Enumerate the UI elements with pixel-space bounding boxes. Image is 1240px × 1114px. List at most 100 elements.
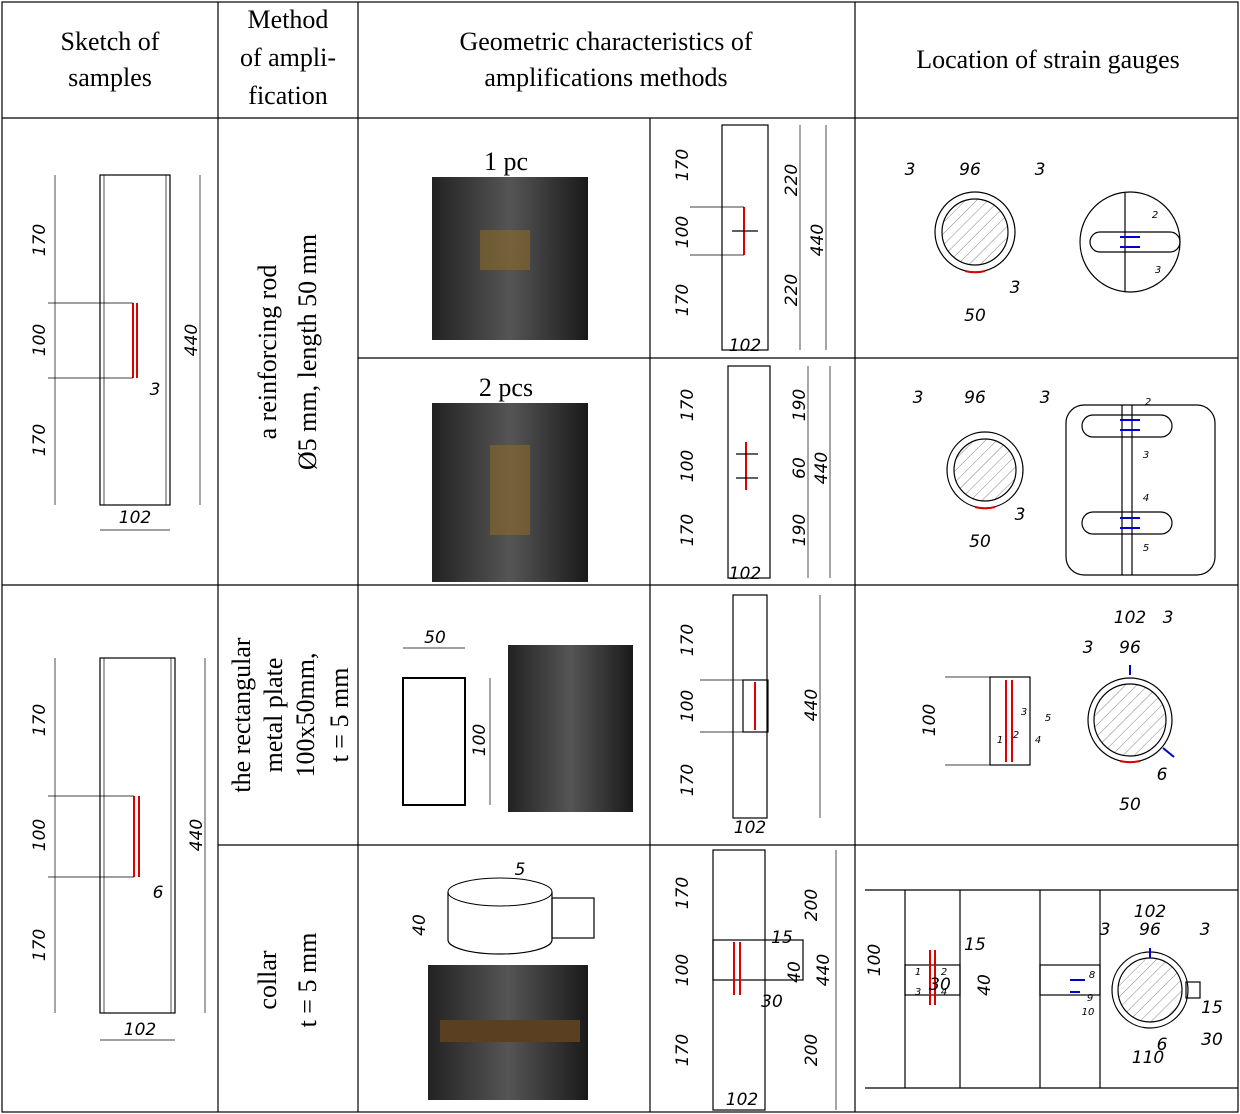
dimension-label: 102	[729, 336, 761, 356]
method-text: 100x50mm,	[291, 653, 320, 778]
method-text: t = 5 mm	[293, 933, 322, 1028]
header-text: Sketch of	[61, 27, 160, 56]
dimension-label: 2	[1152, 210, 1158, 221]
dimension-label: 3	[150, 380, 161, 400]
dimension-label: 170	[673, 1034, 693, 1066]
dimension-label: 440	[814, 954, 834, 986]
dimension-label: 6	[1157, 765, 1168, 785]
dimension-label: 9	[1087, 993, 1093, 1004]
dimension-label: 3	[1083, 638, 1094, 658]
dimension-label: 100	[678, 690, 698, 722]
dimension-label: 4	[1143, 493, 1149, 504]
dimension-label: 170	[678, 389, 698, 421]
dimension-label: 1	[915, 967, 921, 978]
header-text: of ampli-	[240, 43, 336, 72]
dimension-label: 440	[187, 819, 207, 851]
dimension-label: 96	[1119, 638, 1141, 658]
dimension-label: 40	[785, 961, 805, 983]
dimension-label: 40	[975, 974, 995, 996]
header-text: amplifications methods	[484, 63, 727, 92]
dimension-label: 170	[30, 424, 50, 456]
dimension-label: 3	[1015, 505, 1026, 525]
dimension-label: 3	[913, 388, 924, 408]
dimension-label: 30	[761, 992, 783, 1012]
dimension-label: 2	[1145, 397, 1151, 408]
dimension-label: 170	[678, 624, 698, 656]
method-text: t = 5 mm	[325, 668, 354, 763]
dimension-label: 3	[1021, 707, 1027, 718]
dimension-label: 5	[515, 860, 526, 880]
dimension-label: 102	[1134, 902, 1166, 922]
dimension-label: 15	[1201, 998, 1223, 1018]
dimension-label: 10	[1082, 1007, 1095, 1018]
dimension-label: 100	[673, 954, 693, 986]
dimension-label: 96	[964, 388, 986, 408]
header-text: samples	[68, 63, 152, 92]
dimension-label: 3	[1143, 450, 1149, 461]
dimension-label: 50	[964, 306, 986, 326]
dimension-label: 190	[790, 389, 810, 421]
method-text: the rectangular	[227, 637, 256, 793]
dimension-label: 100	[30, 324, 50, 356]
dimension-label: 96	[959, 160, 981, 180]
dimension-label: 100	[470, 724, 490, 756]
count-label: 2 pcs	[479, 373, 533, 402]
dimension-label: 440	[182, 324, 202, 356]
dimension-label: 15	[964, 935, 986, 955]
dimension-label: 6	[153, 883, 164, 903]
header-text: fication	[248, 81, 327, 110]
dimension-label: 102	[119, 508, 151, 528]
header-text: Geometric characteristics of	[459, 27, 752, 56]
dimension-label: 100	[673, 216, 693, 248]
dimension-label: 3	[1010, 278, 1021, 298]
dimension-label: 8	[1089, 970, 1095, 981]
dimension-label: 200	[802, 1034, 822, 1066]
dimension-label: 100	[920, 704, 940, 736]
drawings	[48, 125, 1238, 1110]
method-text: metal plate	[259, 658, 288, 773]
header-text: Method	[248, 5, 329, 34]
method-text: a reinforcing rod	[253, 265, 282, 440]
dimension-label: 60	[790, 457, 810, 479]
dimension-label: 50	[969, 532, 991, 552]
dimension-label: 190	[790, 514, 810, 546]
dimension-label: 170	[673, 877, 693, 909]
dimension-label: 4	[1035, 735, 1041, 746]
dimension-label: 100	[865, 944, 885, 976]
dimension-label: 15	[771, 928, 793, 948]
dimension-label: 5	[1045, 713, 1051, 724]
dimension-label: 3	[1100, 920, 1111, 940]
dimension-label: 110	[1132, 1048, 1164, 1068]
header-text: Location of strain gauges	[916, 45, 1180, 74]
dimension-label: 170	[673, 149, 693, 181]
dimension-label: 50	[424, 628, 446, 648]
texts: Sketch of samples Method of ampli-fication G…	[30, 5, 1223, 1110]
dimension-label: 440	[812, 452, 832, 484]
dimension-label: 1	[997, 735, 1003, 746]
dimension-label: 100	[30, 819, 50, 851]
dimension-label: 102	[726, 1090, 758, 1110]
dimension-label: 3	[1155, 265, 1161, 276]
dimension-label: 200	[802, 889, 822, 921]
dimension-label: 102	[1114, 608, 1146, 628]
dimension-label: 170	[30, 224, 50, 256]
dimension-label: 96	[1139, 920, 1161, 940]
dimension-label: 100	[678, 450, 698, 482]
dimension-label: 3	[1035, 160, 1046, 180]
table-page: Sketch of samples Method of ampli-fication G…	[0, 0, 1240, 1114]
dimension-label: 50	[1119, 795, 1141, 815]
dimension-label: 40	[410, 914, 430, 936]
dimension-label: 3	[1163, 608, 1174, 628]
dimension-label: 220	[782, 274, 802, 306]
dimension-label: 170	[30, 704, 50, 736]
dimension-label: 102	[124, 1020, 156, 1040]
dimension-label: 170	[673, 284, 693, 316]
dimension-label: 170	[678, 764, 698, 796]
dimension-label: 440	[802, 689, 822, 721]
dimension-label: 30	[929, 975, 951, 995]
dimension-label: 3	[1200, 920, 1211, 940]
dimension-label: 3	[915, 987, 921, 998]
dimension-label: 102	[729, 564, 761, 584]
dimension-label: 170	[678, 514, 698, 546]
dimension-label: 3	[1040, 388, 1051, 408]
